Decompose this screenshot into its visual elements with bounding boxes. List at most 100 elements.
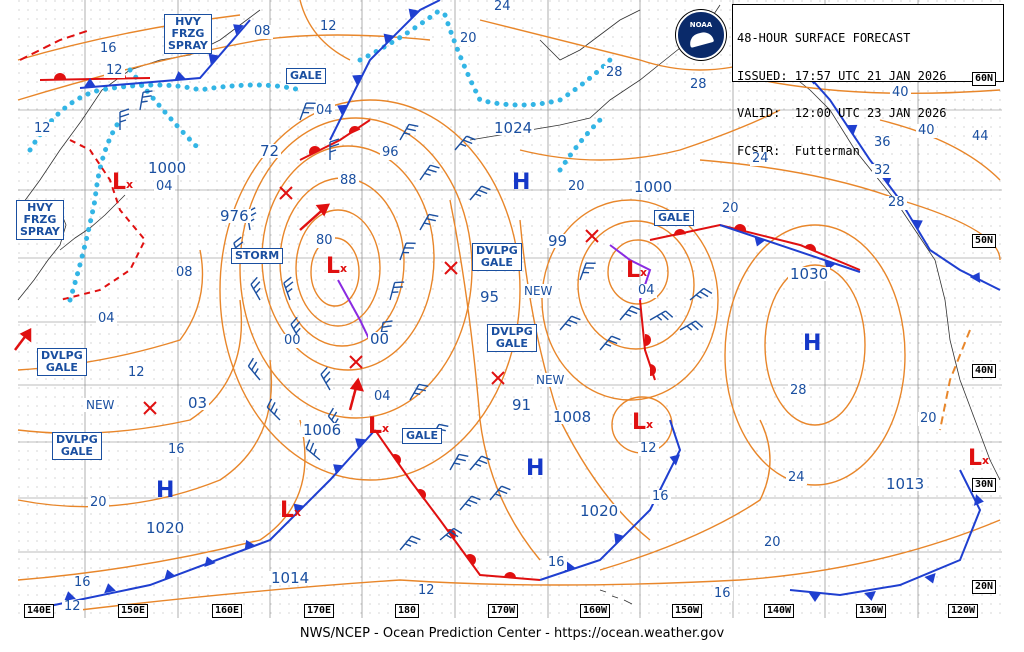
wind-barb: [559, 315, 581, 331]
new-label: NEW: [84, 398, 117, 412]
movement-arrows: [14, 203, 365, 411]
wind-barb: [399, 535, 421, 551]
isobar-value: 20: [918, 411, 939, 426]
cold-front-pip: [383, 33, 395, 45]
wind-barb: [266, 398, 281, 421]
isobar-value: 16: [546, 555, 567, 570]
low-center: Lx: [280, 498, 301, 525]
low-center: Lx: [632, 410, 653, 437]
wind-barb: [679, 320, 704, 331]
noaa-logo: NOAA: [676, 10, 726, 60]
wind-barb: [649, 310, 674, 321]
warm-front-pip: [804, 244, 816, 253]
isobar-value: 24: [492, 0, 513, 14]
cross-4: [349, 355, 363, 369]
north-america-coast: [784, 69, 1001, 481]
isobar-value: 16: [166, 442, 187, 457]
lon-label: 150E: [118, 604, 149, 618]
cold-front-pip: [614, 533, 625, 544]
warning-label: HVY FRZG SPRAY: [164, 14, 212, 54]
isobar-value: 24: [786, 470, 807, 485]
low-center: Lx: [626, 258, 647, 285]
cold-front-main: [329, 0, 441, 141]
noaa-logo-text: NOAA: [689, 21, 713, 29]
wind-barb: [329, 138, 340, 160]
lon-label: 130W: [856, 604, 887, 618]
wind-barb: [469, 455, 491, 471]
wind-barb: [379, 320, 393, 341]
cold-front-pip: [244, 539, 256, 551]
wind-barb: [469, 185, 491, 201]
cold-front-pip: [104, 583, 116, 594]
warm-front-pip: [674, 229, 686, 237]
isobar-value: 36: [872, 135, 893, 150]
pressure-label: 99: [546, 232, 570, 250]
pressure-label: 72: [258, 142, 282, 160]
isobar-ridge-1: [449, 199, 541, 561]
isobar-high1-ring2: [724, 224, 906, 486]
cold-front-pip: [969, 272, 981, 283]
isobar-value: 28: [886, 195, 907, 210]
low-letter: L: [368, 414, 383, 439]
forecaster: FCSTR: Futterman: [737, 143, 860, 158]
cold-front-pip: [564, 561, 576, 573]
cold-front-pip: [809, 593, 821, 602]
isobar-value: 04: [636, 283, 657, 298]
isobar-east-1: [759, 79, 1001, 95]
warning-label: DVLPG GALE: [52, 432, 102, 460]
trough-2: [939, 329, 971, 431]
isobar-east-3: [879, 119, 1001, 181]
lat-label: 50N: [972, 234, 997, 248]
high-center: H: [156, 478, 175, 503]
isobar-value: 32: [872, 163, 893, 178]
ice-edge-5: [557, 117, 603, 173]
isobar-value: 24: [750, 151, 771, 166]
ice-edge-4: [357, 7, 613, 108]
low-center: Lx: [112, 170, 133, 197]
low-marker: x: [982, 454, 990, 468]
warning-label: HVY FRZG SPRAY: [16, 200, 64, 240]
isobar-value: 20: [88, 495, 109, 510]
isobar-value: 00: [282, 333, 303, 348]
wind-barb: [619, 305, 641, 321]
wind-barb: [389, 281, 405, 301]
warning-label: DVLPG GALE: [37, 348, 87, 376]
lon-label: 160W: [580, 604, 611, 618]
isobar-value: 28: [788, 383, 809, 398]
isobar-value: 12: [126, 365, 147, 380]
warm-front-main: [299, 119, 371, 161]
isobar-value: 20: [720, 201, 741, 216]
warning-label: GALE: [654, 210, 695, 226]
wind-barb: [305, 439, 321, 461]
pressure-label: 1000: [632, 178, 675, 196]
lon-label: 120W: [948, 604, 979, 618]
wind-barb: [689, 287, 713, 301]
high-center: H: [512, 170, 531, 195]
cold-front-pip: [912, 219, 923, 231]
warm-front-pip: [734, 224, 746, 232]
product-title: 48-HOUR SURFACE FORECAST: [737, 31, 911, 45]
isobar-high1-ring: [764, 264, 866, 426]
cross-1: [279, 186, 293, 200]
high-center: H: [526, 456, 545, 481]
wind-barb: [250, 276, 261, 301]
cold-front-pip: [973, 494, 984, 506]
frzg-spray-line: [59, 139, 147, 301]
wind-barb: [419, 164, 440, 181]
isobar-value: 12: [32, 121, 53, 136]
wind-barb: [454, 135, 476, 151]
pressure-label: 1030: [788, 265, 831, 283]
lon-label: 180: [395, 604, 420, 618]
low-letter: L: [632, 410, 647, 435]
pressure-label: 03: [186, 394, 210, 412]
isobar-value: 20: [458, 31, 479, 46]
isobar-west-6: [17, 419, 306, 581]
new-label: NEW: [534, 373, 567, 387]
forecast-header-box: 48-HOUR SURFACE FORECAST ISSUED: 17:57 U…: [732, 4, 1004, 157]
lat-label: 60N: [972, 72, 997, 86]
pressure-label: 976: [218, 207, 251, 225]
low-marker: x: [640, 266, 648, 280]
isobar-value: 04: [314, 103, 335, 118]
isobar-north-2: [519, 109, 781, 161]
isobar-value: 28: [688, 77, 709, 92]
